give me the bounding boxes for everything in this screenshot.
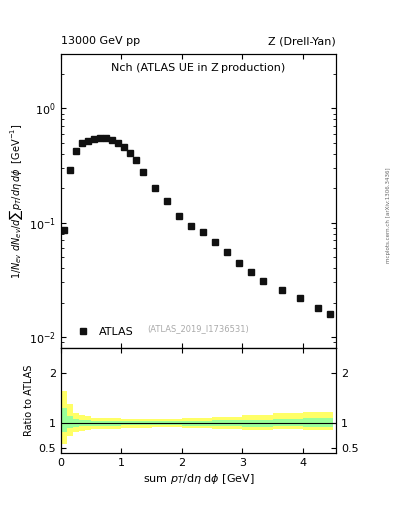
ATLAS [73, 148, 78, 155]
Bar [67, 404, 73, 436]
ATLAS [201, 229, 206, 235]
Bar [242, 420, 272, 426]
ATLAS [86, 138, 90, 144]
ATLAS [122, 144, 127, 150]
Line: ATLAS: ATLAS [61, 135, 333, 316]
ATLAS [116, 140, 121, 146]
ATLAS [104, 135, 108, 141]
Bar [61, 391, 67, 444]
Bar [121, 421, 152, 425]
Bar [91, 418, 121, 429]
Text: mcplots.cern.ch [arXiv:1306.3436]: mcplots.cern.ch [arXiv:1306.3436] [386, 167, 391, 263]
Bar [121, 419, 152, 428]
ATLAS [237, 260, 242, 266]
Bar [152, 419, 182, 427]
X-axis label: sum $p_T$/d$\eta$ d$\phi$ [GeV]: sum $p_T$/d$\eta$ d$\phi$ [GeV] [143, 472, 254, 486]
ATLAS [98, 135, 103, 141]
Bar [85, 420, 91, 425]
ATLAS [213, 239, 217, 245]
ATLAS [80, 140, 84, 146]
ATLAS [92, 136, 97, 142]
Text: (ATLAS_2019_I1736531): (ATLAS_2019_I1736531) [148, 324, 249, 333]
Bar [73, 419, 79, 426]
ATLAS [152, 185, 157, 191]
Bar [272, 419, 303, 426]
ATLAS [164, 198, 169, 204]
ATLAS [316, 305, 320, 311]
ATLAS [68, 167, 72, 173]
Bar [91, 420, 121, 425]
Y-axis label: Ratio to ATLAS: Ratio to ATLAS [24, 365, 34, 436]
ATLAS [140, 168, 145, 175]
ATLAS [298, 295, 302, 301]
Legend: ATLAS: ATLAS [66, 322, 139, 343]
ATLAS [128, 150, 133, 156]
Bar [61, 408, 67, 432]
ATLAS [328, 311, 332, 317]
ATLAS [134, 157, 139, 163]
ATLAS [249, 269, 254, 275]
Bar [79, 415, 85, 431]
ATLAS [176, 212, 181, 219]
ATLAS [62, 226, 66, 232]
Bar [272, 413, 303, 429]
Bar [212, 417, 242, 429]
Text: Nch (ATLAS UE in Z production): Nch (ATLAS UE in Z production) [111, 62, 286, 73]
Bar [73, 413, 79, 432]
Bar [67, 416, 73, 428]
Bar [303, 412, 333, 430]
Text: Z (Drell-Yan): Z (Drell-Yan) [268, 36, 336, 46]
ATLAS [279, 286, 284, 292]
Bar [182, 418, 212, 428]
Bar [79, 420, 85, 426]
ATLAS [225, 249, 230, 255]
Bar [212, 420, 242, 426]
Bar [85, 416, 91, 430]
Bar [182, 420, 212, 425]
Y-axis label: $1/N_{ev}$ $dN_{ev}/d\sum p_T/d\eta\,d\phi$  [GeV$^{-1}$]: $1/N_{ev}$ $dN_{ev}/d\sum p_T/d\eta\,d\p… [7, 123, 25, 279]
Text: 13000 GeV pp: 13000 GeV pp [61, 36, 140, 46]
ATLAS [261, 278, 266, 284]
Bar [242, 415, 272, 430]
Bar [303, 418, 333, 426]
ATLAS [110, 137, 115, 143]
ATLAS [189, 223, 193, 229]
Bar [152, 421, 182, 425]
